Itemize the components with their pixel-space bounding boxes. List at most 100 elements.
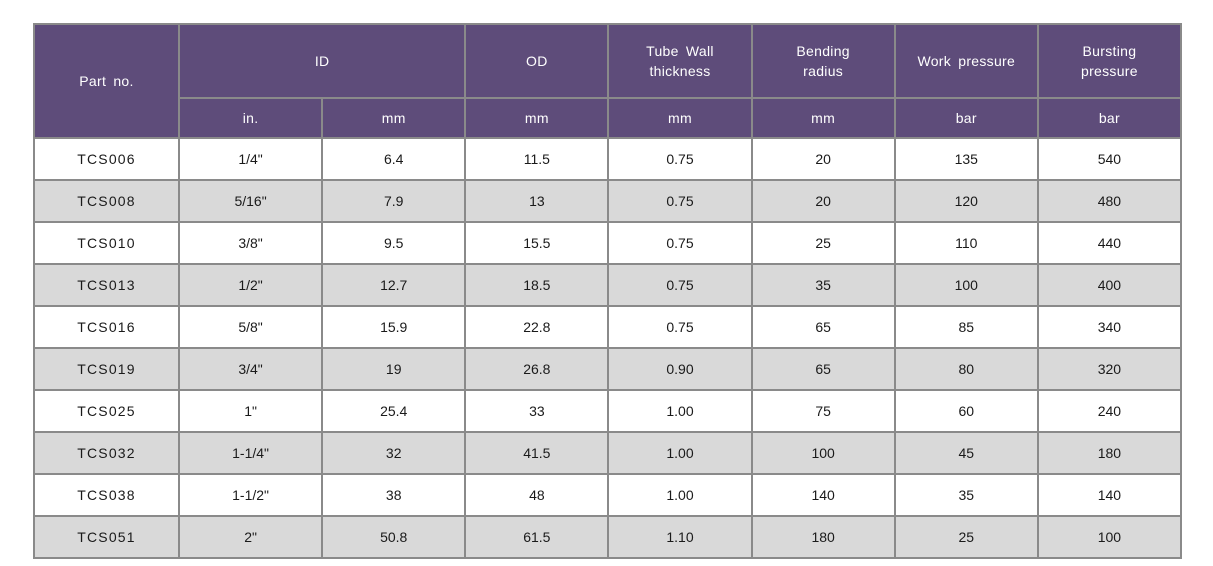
- value-cell: 180: [750, 515, 896, 559]
- value-cell: 1.00: [607, 389, 753, 433]
- table-row: TCS038 1-1/2" 38 48 1.00 140 35 140: [33, 473, 1183, 517]
- value-cell: 12.7: [321, 263, 467, 307]
- unit-header-wall-mm: mm: [607, 97, 753, 139]
- table-row: TCS008 5/16" 7.9 13 0.75 20 120 480: [33, 179, 1183, 223]
- value-cell: 1-1/2": [177, 473, 324, 517]
- value-cell: 26.8: [464, 347, 610, 391]
- table-row: TCS006 1/4" 6.4 11.5 0.75 20 135 540: [33, 137, 1183, 181]
- value-cell: 65: [750, 347, 896, 391]
- value-cell: 1.00: [607, 431, 753, 475]
- value-cell: 35: [750, 263, 896, 307]
- value-cell: 0.75: [607, 305, 753, 349]
- value-cell: 20: [750, 179, 896, 223]
- value-cell: 120: [893, 179, 1039, 223]
- value-cell: 60: [893, 389, 1039, 433]
- value-cell: 15.9: [321, 305, 467, 349]
- value-cell: 0.75: [607, 263, 753, 307]
- value-cell: 540: [1036, 137, 1183, 181]
- table-row: TCS013 1/2" 12.7 18.5 0.75 35 100 400: [33, 263, 1183, 307]
- value-cell: 2": [177, 515, 324, 559]
- col-header-bending-radius: Bending radius: [750, 23, 896, 99]
- value-cell: 20: [750, 137, 896, 181]
- value-cell: 140: [750, 473, 896, 517]
- value-cell: 15.5: [464, 221, 610, 265]
- value-cell: 180: [1036, 431, 1183, 475]
- value-cell: 140: [1036, 473, 1183, 517]
- value-cell: 340: [1036, 305, 1183, 349]
- value-cell: 45: [893, 431, 1039, 475]
- value-cell: 135: [893, 137, 1039, 181]
- value-cell: 6.4: [321, 137, 467, 181]
- value-cell: 19: [321, 347, 467, 391]
- part-no-cell: TCS013: [33, 263, 180, 307]
- value-cell: 1/4": [177, 137, 324, 181]
- value-cell: 1-1/4": [177, 431, 324, 475]
- table-row: TCS051 2" 50.8 61.5 1.10 180 25 100: [33, 515, 1183, 559]
- value-cell: 25: [893, 515, 1039, 559]
- part-no-cell: TCS016: [33, 305, 180, 349]
- part-no-cell: TCS010: [33, 221, 180, 265]
- value-cell: 5/16": [177, 179, 324, 223]
- tube-spec-table: Part no. ID OD Tube Wall thickness Bendi…: [33, 23, 1183, 559]
- value-cell: 22.8: [464, 305, 610, 349]
- value-cell: 320: [1036, 347, 1183, 391]
- value-cell: 50.8: [321, 515, 467, 559]
- value-cell: 0.75: [607, 179, 753, 223]
- value-cell: 1.00: [607, 473, 753, 517]
- value-cell: 1/2": [177, 263, 324, 307]
- value-cell: 11.5: [464, 137, 610, 181]
- col-header-id: ID: [177, 23, 467, 99]
- unit-header-od-mm: mm: [464, 97, 610, 139]
- value-cell: 7.9: [321, 179, 467, 223]
- table-row: TCS019 3/4" 19 26.8 0.90 65 80 320: [33, 347, 1183, 391]
- value-cell: 61.5: [464, 515, 610, 559]
- part-no-cell: TCS038: [33, 473, 180, 517]
- unit-header-id-in: in.: [177, 97, 324, 139]
- spec-table-container: Part no. ID OD Tube Wall thickness Bendi…: [33, 23, 1183, 559]
- value-cell: 0.75: [607, 137, 753, 181]
- header-units-row: in. mm mm mm mm bar bar: [34, 97, 1183, 139]
- value-cell: 25.4: [321, 389, 467, 433]
- col-header-bursting-pressure: Bursting pressure: [1036, 23, 1183, 99]
- value-cell: 0.75: [607, 221, 753, 265]
- unit-header-work-bar: bar: [893, 97, 1039, 139]
- value-cell: 100: [1036, 515, 1183, 559]
- value-cell: 400: [1036, 263, 1183, 307]
- unit-header-radius-mm: mm: [750, 97, 896, 139]
- value-cell: 100: [750, 431, 896, 475]
- value-cell: 18.5: [464, 263, 610, 307]
- value-cell: 13: [464, 179, 610, 223]
- value-cell: 65: [750, 305, 896, 349]
- value-cell: 75: [750, 389, 896, 433]
- value-cell: 110: [893, 221, 1039, 265]
- header-group-row: Part no. ID OD Tube Wall thickness Bendi…: [33, 23, 1183, 139]
- col-header-part-no: Part no.: [33, 23, 180, 139]
- col-header-od: OD: [464, 23, 610, 99]
- value-cell: 25: [750, 221, 896, 265]
- table-row: TCS025 1" 25.4 33 1.00 75 60 240: [33, 389, 1183, 433]
- table-row: TCS016 5/8" 15.9 22.8 0.75 65 85 340: [33, 305, 1183, 349]
- part-no-cell: TCS008: [33, 179, 180, 223]
- value-cell: 48: [464, 473, 610, 517]
- unit-header-burst-bar: bar: [1036, 97, 1183, 139]
- part-no-cell: TCS032: [33, 431, 180, 475]
- value-cell: 0.90: [607, 347, 753, 391]
- table-row: TCS032 1-1/4" 32 41.5 1.00 100 45 180: [33, 431, 1183, 475]
- value-cell: 33: [464, 389, 610, 433]
- value-cell: 38: [321, 473, 467, 517]
- value-cell: 100: [893, 263, 1039, 307]
- part-no-cell: TCS025: [33, 389, 180, 433]
- col-header-tube-wall-thickness: Tube Wall thickness: [607, 23, 753, 99]
- value-cell: 3/4": [177, 347, 324, 391]
- table-row: TCS010 3/8" 9.5 15.5 0.75 25 110 440: [33, 221, 1183, 265]
- table-header: Part no. ID OD Tube Wall thickness Bendi…: [33, 23, 1183, 139]
- value-cell: 41.5: [464, 431, 610, 475]
- value-cell: 1.10: [607, 515, 753, 559]
- table-body: TCS006 1/4" 6.4 11.5 0.75 20 135 540 TCS008 5/16"…: [33, 137, 1183, 559]
- value-cell: 440: [1036, 221, 1183, 265]
- value-cell: 35: [893, 473, 1039, 517]
- part-no-cell: TCS051: [33, 515, 180, 559]
- value-cell: 80: [893, 347, 1039, 391]
- col-header-work-pressure: Work pressure: [893, 23, 1039, 99]
- part-no-cell: TCS019: [33, 347, 180, 391]
